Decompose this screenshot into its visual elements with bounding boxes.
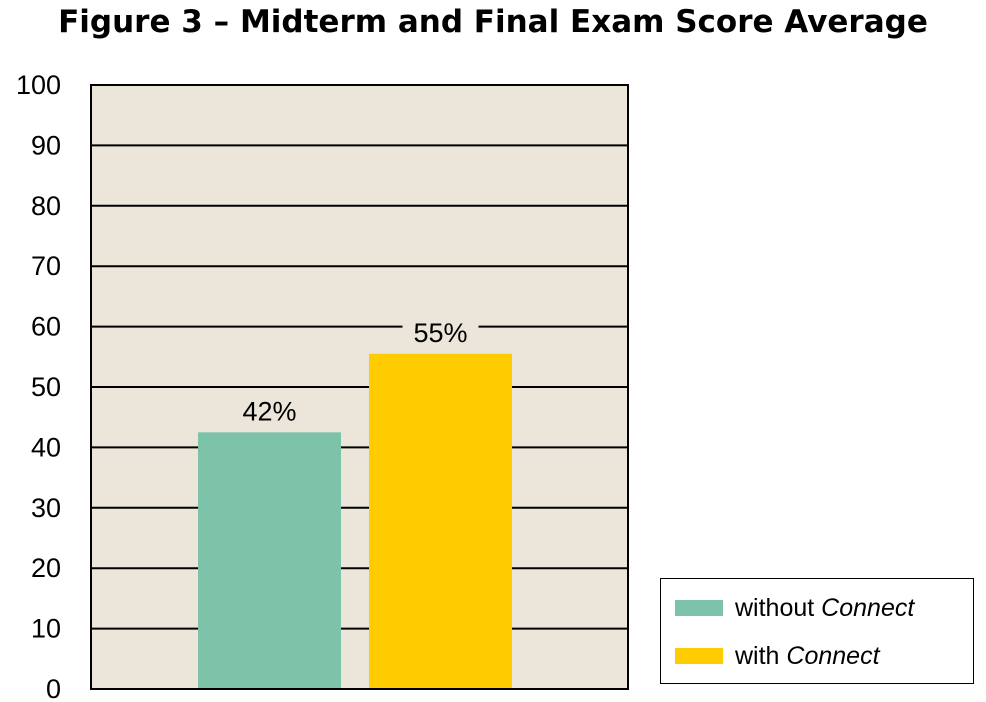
y-tick-label: 10 [31,614,61,644]
y-tick-label: 40 [31,432,61,462]
legend-label: without Connect [735,593,915,622]
data-label: 55% [413,318,467,348]
legend-swatch [675,600,723,616]
legend-item-without-connect: without Connect [675,593,914,623]
legend: without Connect with Connect [660,578,974,684]
y-tick-label: 60 [31,312,61,342]
y-tick-label: 90 [31,130,61,160]
data-label: 42% [242,396,296,426]
bar [198,432,341,689]
data-labels: 42% 55% [231,315,479,427]
gridlines [91,144,628,630]
y-tick-label: 70 [31,251,61,281]
data-label-background [231,394,308,427]
y-tick-label: 50 [31,372,61,402]
bar [369,353,512,689]
y-tick-label: 80 [31,191,61,221]
data-label-background [402,315,479,348]
y-tick-label: 30 [31,493,61,523]
bars [198,353,512,689]
y-tick-label: 0 [46,674,61,702]
legend-label: with Connect [735,641,880,670]
chart-title: Figure 3 – Midterm and Final Exam Score … [58,4,928,40]
y-tick-label: 100 [16,70,61,100]
y-tick-label: 20 [31,553,61,583]
plot-frame [90,84,629,690]
y-axis-ticks: 0 10 20 30 40 50 60 70 80 90 100 [16,70,61,702]
legend-swatch [675,648,723,664]
legend-item-with-connect: with Connect [675,641,880,671]
